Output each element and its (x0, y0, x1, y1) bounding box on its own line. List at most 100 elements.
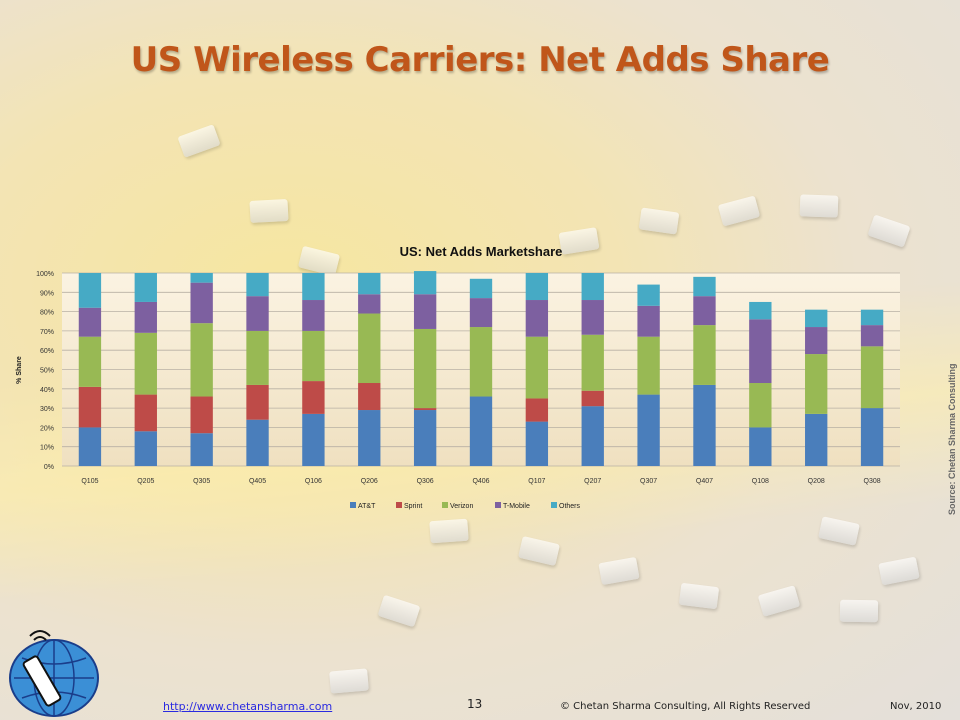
x-tick-label: Q405 (249, 478, 266, 485)
bar-segment (693, 296, 716, 326)
legend-label: Sprint (404, 503, 422, 510)
x-tick-label: Q407 (696, 478, 713, 485)
bar-segment (302, 330, 325, 382)
y-tick-label: 40% (40, 387, 54, 394)
bar-segment (860, 408, 884, 466)
bar-segment (358, 273, 381, 295)
bar-segment (358, 294, 381, 314)
bar-segment (134, 332, 157, 395)
copyright-text: © Chetan Sharma Consulting, All Rights R… (560, 701, 811, 712)
y-axis-label: % Share (16, 356, 23, 384)
bar-segment (413, 271, 437, 295)
page-number: 13 (467, 697, 483, 711)
slide-title: US Wireless Carriers: Net Adds Share (130, 40, 830, 80)
bar-segment (525, 273, 549, 301)
bar-segment (637, 336, 660, 395)
y-tick-label: 50% (40, 368, 54, 375)
bar-segment (413, 294, 437, 329)
satellite-globe-logo-icon (9, 630, 99, 717)
legend-label: Others (559, 503, 581, 510)
bar-segment (78, 427, 102, 466)
bar-segment (302, 381, 325, 414)
website-link[interactable]: http://www.chetansharma.com (163, 700, 333, 713)
y-tick-label: 90% (40, 290, 54, 297)
bar-segment (246, 419, 269, 466)
bar-segment (805, 413, 828, 466)
x-tick-label: Q206 (361, 478, 378, 485)
x-tick-label: Q306 (417, 478, 434, 485)
bar-segment (246, 273, 269, 297)
bar-segment (469, 396, 493, 466)
bar-segment (78, 386, 102, 428)
bar-segment (302, 413, 325, 466)
bar-segment (413, 408, 437, 411)
y-tick-label: 60% (40, 348, 54, 355)
y-tick-label: 0% (44, 464, 54, 471)
bar-segment (805, 354, 828, 414)
bar-segment (78, 307, 102, 337)
bar-segment (525, 300, 549, 337)
bar-segment (637, 305, 660, 337)
bar-segment (78, 273, 102, 308)
bar-segment (190, 433, 213, 466)
bar-segment (693, 384, 716, 466)
x-tick-label: Q105 (81, 478, 98, 485)
bar-segment (413, 410, 437, 466)
bar-segment (358, 410, 381, 466)
x-tick-label: Q106 (305, 478, 322, 485)
bar-segment (637, 284, 660, 306)
bar-segment (134, 394, 157, 432)
bar-segment (749, 427, 772, 466)
bar-segment (693, 325, 716, 385)
bar-segment (134, 431, 157, 466)
bar-segment (637, 394, 660, 466)
legend-swatch (551, 502, 557, 508)
bar-segment (358, 313, 381, 384)
bar-segment (413, 328, 437, 409)
chart-title: US: Net Adds Marketshare (400, 244, 563, 259)
bar-segment (805, 327, 828, 355)
bar-segment (581, 300, 604, 335)
x-tick-label: Q108 (752, 478, 769, 485)
y-tick-label: 70% (40, 329, 54, 336)
x-tick-label: Q107 (528, 478, 545, 485)
bar-segment (749, 383, 772, 428)
bar-segment (581, 273, 604, 301)
x-tick-label: Q305 (193, 478, 210, 485)
bar-segment (134, 273, 157, 302)
x-tick-label: Q308 (864, 478, 881, 485)
bar-segment (860, 325, 884, 347)
x-tick-label: Q207 (584, 478, 601, 485)
date-text: Nov, 2010 (890, 701, 942, 712)
bar-segment (805, 309, 828, 328)
source-note: Source: Chetan Sharma Consulting (947, 363, 957, 515)
bar-segment (525, 336, 549, 399)
bar-segment (860, 346, 884, 409)
y-tick-label: 10% (40, 445, 54, 452)
legend-label: T-Mobile (503, 503, 530, 510)
y-tick-label: 20% (40, 425, 54, 432)
legend-label: Verizon (450, 503, 473, 510)
bar-segment (190, 273, 213, 283)
bar-segment (581, 390, 604, 407)
bar-segment (581, 334, 604, 391)
bar-segment (246, 384, 269, 420)
bar-segment (749, 319, 772, 384)
x-tick-label: Q205 (137, 478, 154, 485)
legend-swatch (396, 502, 402, 508)
bar-segment (246, 296, 269, 331)
bar-segment (469, 278, 493, 299)
y-tick-label: 80% (40, 310, 54, 317)
bar-segment (525, 421, 549, 466)
bar-segment (525, 398, 549, 422)
x-tick-label: Q307 (640, 478, 657, 485)
y-tick-label: 30% (40, 406, 54, 413)
bar-segment (302, 300, 325, 331)
legend-swatch (350, 502, 356, 508)
bar-segment (581, 406, 604, 466)
bar-segment (190, 323, 213, 397)
bar-segment (246, 330, 269, 385)
bar-segment (860, 309, 884, 326)
y-tick-label: 100% (36, 271, 54, 278)
